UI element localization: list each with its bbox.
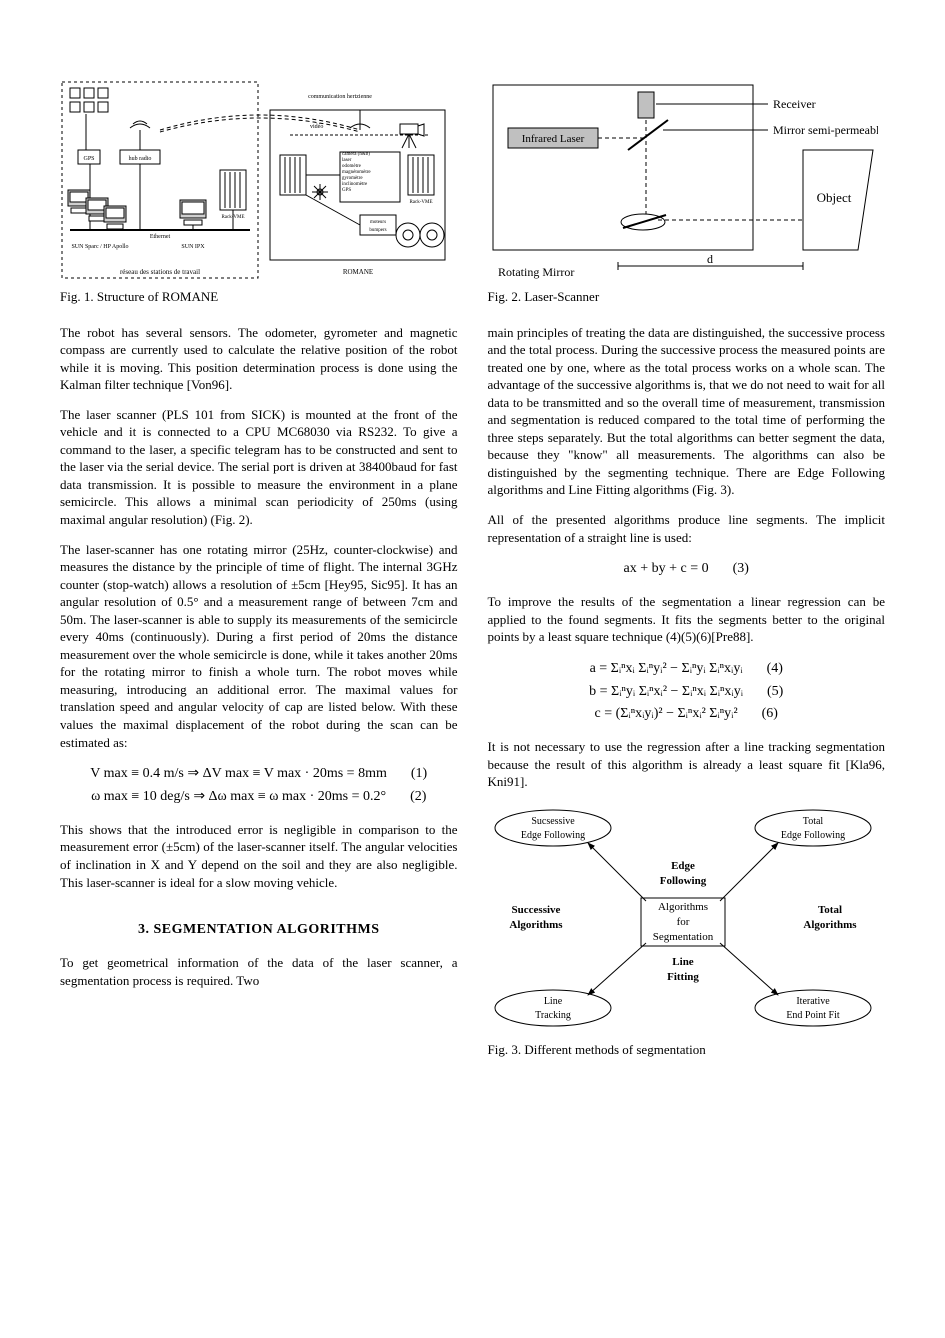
eq2-num: (2) bbox=[410, 788, 426, 807]
tl-node: Sucsessive Edge Following bbox=[498, 815, 608, 842]
right-column: Receiver Mirror semi-permeable Infrared … bbox=[488, 80, 886, 1077]
figure-1-caption: Fig. 1. Structure of ROMANE bbox=[60, 288, 458, 306]
romane-structure-svg: GPS hub radio Ethernet bbox=[60, 80, 450, 280]
right-side-label: Total Algorithms bbox=[790, 903, 870, 933]
left-column: GPS hub radio Ethernet bbox=[60, 80, 458, 1077]
right-para-4: It is not necessary to use the regressio… bbox=[488, 738, 886, 791]
right-para-1: main principles of treating the data are… bbox=[488, 324, 886, 499]
eq2-lhs: ω max ≡ 10 deg/s ⇒ Δω max ≡ ω max · 20ms… bbox=[91, 788, 386, 807]
section-3-heading: 3. SEGMENTATION ALGORITHMS bbox=[60, 921, 458, 940]
left-side-label: Successive Algorithms bbox=[496, 903, 576, 933]
eq6-num: (6) bbox=[762, 705, 778, 724]
eq1-num: (1) bbox=[411, 765, 427, 784]
segmentation-methods-svg: Algorithms for Segmentation Edge Followi… bbox=[488, 803, 878, 1033]
eq5-num: (5) bbox=[767, 683, 783, 702]
rackvme1-label: Rack-VME bbox=[221, 215, 244, 220]
bottom-node: Line Fitting bbox=[648, 955, 718, 985]
sensorlist-text: caméra (n&b) laser odomètre magnétomètre… bbox=[342, 152, 398, 194]
bl-node: Line Tracking bbox=[498, 995, 608, 1022]
figure-3-caption: Fig. 3. Different methods of segmentatio… bbox=[488, 1041, 886, 1059]
br-node: Iterative End Point Fit bbox=[758, 995, 868, 1022]
equation-1-2: V max ≡ 0.4 m/s ⇒ ΔV max ≡ V max · 20ms … bbox=[60, 765, 458, 807]
moteurs-label: moteurs bbox=[370, 220, 386, 225]
eq3-num: (3) bbox=[733, 560, 749, 579]
left-para-4: This shows that the introduced error is … bbox=[60, 821, 458, 891]
eq4-num: (4) bbox=[767, 660, 783, 679]
center-node: Algorithms for Segmentation bbox=[641, 900, 725, 944]
mirror-sp-label: Mirror semi-permeable bbox=[773, 123, 878, 137]
infrared-label: Infrared Laser bbox=[521, 133, 584, 145]
figure-2-caption: Fig. 2. Laser-Scanner bbox=[488, 288, 886, 306]
equation-3: ax + by + c = 0 (3) bbox=[488, 560, 886, 579]
left-para-3: The laser-scanner has one rotating mirro… bbox=[60, 541, 458, 752]
romane-label: ROMANE bbox=[343, 268, 373, 276]
ethernet-label: Ethernet bbox=[150, 234, 171, 240]
eq5-lhs: b = Σᵢⁿyᵢ Σᵢⁿxᵢ² − Σᵢⁿxᵢ Σᵢⁿxᵢyᵢ bbox=[589, 683, 743, 702]
sunsparc-label: SUN Sparc / HP Apollo bbox=[71, 244, 128, 250]
two-column-layout: GPS hub radio Ethernet bbox=[60, 80, 885, 1077]
eq6-lhs: c = (Σᵢⁿxᵢyᵢ)² − Σᵢⁿxᵢ² Σᵢⁿyᵢ² bbox=[595, 705, 738, 724]
left-para-2: The laser scanner (PLS 101 from SICK) is… bbox=[60, 406, 458, 529]
figure-2: Receiver Mirror semi-permeable Infrared … bbox=[488, 80, 886, 280]
left-para-5: To get geometrical information of the da… bbox=[60, 954, 458, 989]
d-label: d bbox=[707, 252, 713, 266]
figure-3: Algorithms for Segmentation Edge Followi… bbox=[488, 803, 886, 1033]
right-para-2: All of the presented algorithms produce … bbox=[488, 511, 886, 546]
receiver-label: Receiver bbox=[773, 97, 816, 111]
sunipx-label: SUN IPX bbox=[181, 244, 205, 250]
hubradio-label: hub radio bbox=[129, 156, 152, 162]
video-label: vidéo bbox=[310, 124, 323, 130]
object-label: Object bbox=[816, 190, 851, 205]
left-para-1: The robot has several sensors. The odome… bbox=[60, 324, 458, 394]
equation-4-5-6: a = Σᵢⁿxᵢ Σᵢⁿyᵢ² − Σᵢⁿyᵢ Σᵢⁿxᵢyᵢ (4) b =… bbox=[488, 660, 886, 725]
top-node: Edge Following bbox=[648, 859, 718, 889]
rotmirror-label: Rotating Mirror bbox=[498, 265, 574, 279]
rackvme2-label: Rack-VME bbox=[409, 200, 432, 205]
eq4-lhs: a = Σᵢⁿxᵢ Σᵢⁿyᵢ² − Σᵢⁿyᵢ Σᵢⁿxᵢyᵢ bbox=[590, 660, 743, 679]
laser-scanner-svg: Receiver Mirror semi-permeable Infrared … bbox=[488, 80, 878, 280]
figure-1: GPS hub radio Ethernet bbox=[60, 80, 458, 280]
tr-node: Total Edge Following bbox=[758, 815, 868, 842]
eq1-lhs: V max ≡ 0.4 m/s ⇒ ΔV max ≡ V max · 20ms … bbox=[90, 765, 387, 784]
reseau-label: réseau des stations de travail bbox=[120, 268, 200, 276]
gps-label: GPS bbox=[83, 156, 94, 162]
eq3-lhs: ax + by + c = 0 bbox=[624, 560, 709, 579]
right-para-3: To improve the results of the segmentati… bbox=[488, 593, 886, 646]
bumpers-label: bumpers bbox=[369, 228, 386, 233]
commhertz-label: communication hertzienne bbox=[308, 94, 372, 100]
